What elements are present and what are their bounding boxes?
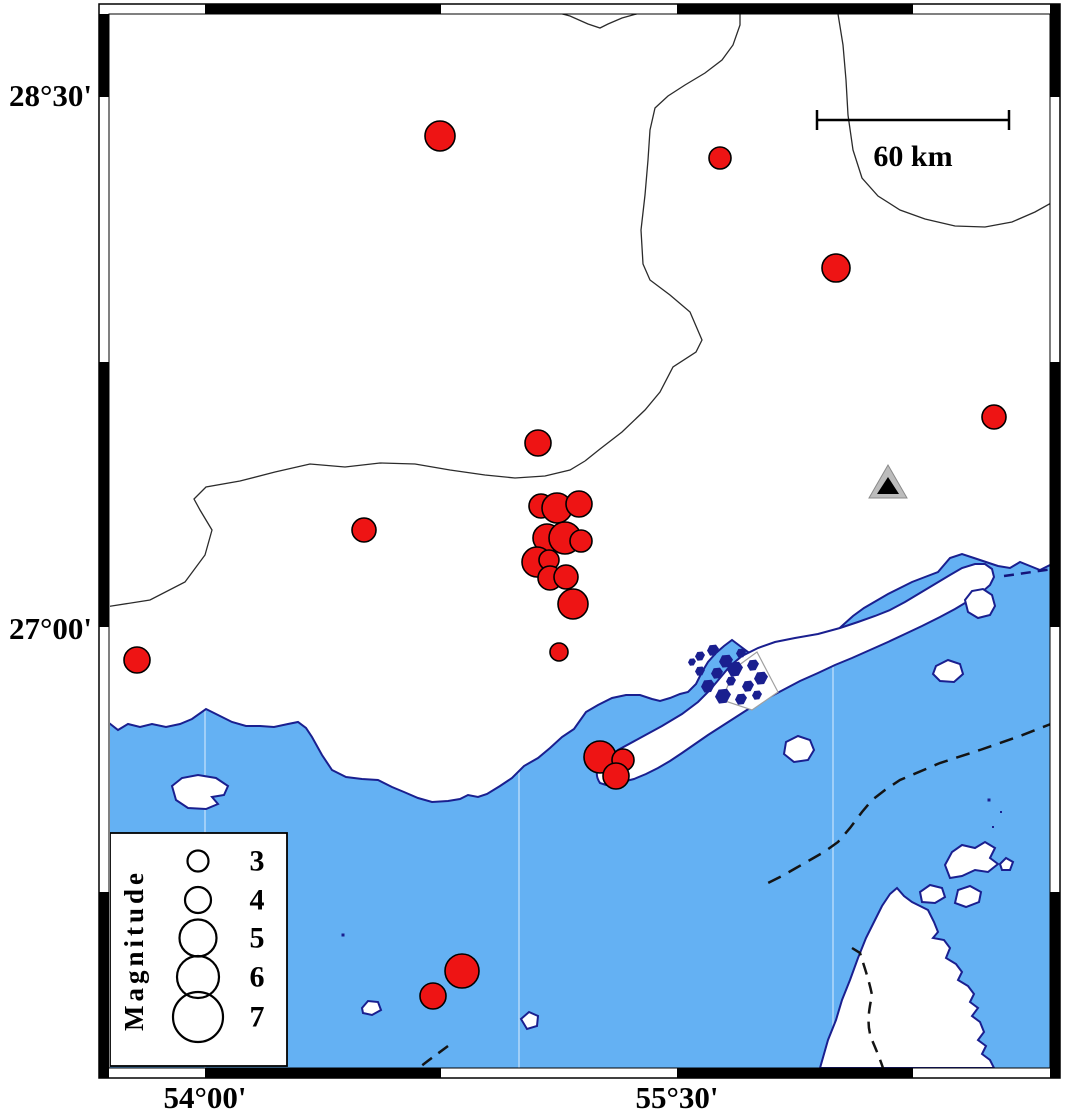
earthquake-circle xyxy=(444,953,480,989)
musandam-islet-1 xyxy=(943,840,1000,880)
mangrove-islet xyxy=(752,690,762,700)
mangrove-islet xyxy=(747,659,759,671)
legend-circle-mag-6 xyxy=(175,954,221,1000)
earthquake-circle xyxy=(557,588,589,620)
legend-number-6: 6 xyxy=(250,961,265,994)
islet-dot xyxy=(1000,811,1002,813)
station-triangle-inner xyxy=(877,477,899,494)
earthquake-circle xyxy=(708,146,732,170)
island-larak xyxy=(931,658,965,684)
boundary-north xyxy=(559,14,741,462)
boundary-northeast xyxy=(837,14,1050,228)
scale-bar xyxy=(815,110,1011,130)
earthquake-circle xyxy=(602,762,630,790)
maritime-boundary-dashed xyxy=(767,722,1050,885)
islet-dot xyxy=(341,933,345,937)
mangrove-islet xyxy=(754,671,768,685)
earthquake-circle xyxy=(123,646,151,674)
mangrove-islet xyxy=(701,679,715,693)
mangrove-islet xyxy=(736,648,746,658)
lon-label-right: 55°30' xyxy=(635,1080,718,1115)
lat-label-top: 28°30' xyxy=(9,78,92,113)
mangrove-islet xyxy=(711,667,723,679)
mangrove-islet xyxy=(719,654,733,668)
legend-circle-mag-7 xyxy=(171,990,225,1044)
musandam-islet-4 xyxy=(998,856,1015,871)
musandam-islet-2 xyxy=(918,883,947,905)
mangrove-islet xyxy=(715,688,731,704)
islet-dot xyxy=(987,798,991,802)
legend-circles xyxy=(171,849,225,1044)
legend-number-4: 4 xyxy=(250,884,265,917)
sea-polygon xyxy=(110,554,1050,1068)
earthquake-circle xyxy=(524,429,552,457)
island-small-2 xyxy=(519,1010,540,1031)
mangrove-islet xyxy=(688,658,696,666)
station-marker xyxy=(868,463,908,499)
legend-numbers: 3 4 5 6 7 xyxy=(250,845,265,1034)
legend-title: Magnitude xyxy=(119,869,149,1031)
lon-label-left: 54°00' xyxy=(163,1080,246,1115)
small-islet-dots xyxy=(341,798,1002,937)
earthquake-circle xyxy=(553,564,579,590)
earthquake-circle xyxy=(419,982,447,1010)
legend-number-7: 7 xyxy=(250,1001,265,1034)
legend-circle-mag-4 xyxy=(183,885,213,915)
mangrove-islet xyxy=(742,680,754,692)
island-west xyxy=(170,773,230,811)
earthquake-circle xyxy=(569,529,593,553)
mangrove-islet xyxy=(735,693,747,705)
earthquake-circle xyxy=(821,253,851,283)
musandam-peninsula xyxy=(818,886,996,1068)
scale-bar-label: 60 km xyxy=(873,140,952,173)
mangrove-islet xyxy=(726,676,736,686)
dashed-lines xyxy=(418,568,1050,1068)
mangrove-islet xyxy=(727,661,743,677)
bottom-dashed-stub xyxy=(418,1044,449,1068)
legend-number-5: 5 xyxy=(250,922,265,955)
legend-number-3: 3 xyxy=(250,845,265,878)
legend-circle-mag-3 xyxy=(186,849,210,873)
land-boundaries xyxy=(110,14,1050,607)
mangrove-islet xyxy=(695,651,705,661)
earthquake-circle xyxy=(351,517,377,543)
mangrove-islets xyxy=(688,644,768,705)
coastal-dashed-navy xyxy=(1003,568,1050,578)
earthquake-markers xyxy=(123,120,1007,1010)
islet-dot xyxy=(992,826,994,828)
lat-label-bottom: 27°00' xyxy=(9,611,92,646)
boundary-west xyxy=(110,460,586,607)
mainland-coastline xyxy=(110,552,1050,804)
mangrove-islet xyxy=(695,666,705,676)
mangrove-islet xyxy=(707,644,719,656)
map-frame xyxy=(98,3,1061,1079)
island-hormuz xyxy=(963,587,997,620)
island-hengam xyxy=(782,734,816,764)
magnitude-legend: Magnitude 3 4 5 6 7 xyxy=(110,832,288,1067)
musandam-islet-3 xyxy=(953,884,983,909)
earthquake-circle xyxy=(981,404,1007,430)
island-small-1 xyxy=(360,999,383,1017)
earthquake-circle xyxy=(565,490,593,518)
earthquake-circle xyxy=(549,642,569,662)
earthquake-circle xyxy=(424,120,456,152)
musandam-border-dashed xyxy=(851,946,885,1068)
